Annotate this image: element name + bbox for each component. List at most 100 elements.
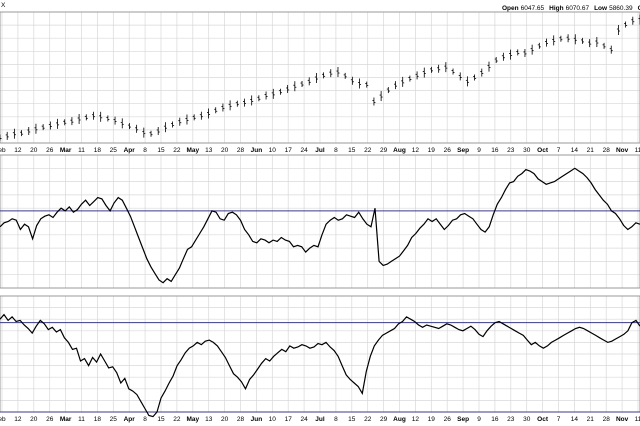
x-tick-label: 9 — [477, 147, 481, 154]
x-tick-label: 18 — [94, 416, 102, 423]
x-tick-label: 8 — [143, 416, 147, 423]
x-tick-label: 19 — [428, 416, 436, 423]
x-tick-label: Jun — [251, 147, 263, 154]
x-tick-label: 15 — [348, 147, 356, 154]
x-tick-label: Sep — [457, 416, 469, 423]
x-tick-label: 15 — [157, 147, 165, 154]
x-tick-label: 30 — [523, 416, 531, 423]
x-tick-label: 18 — [94, 147, 102, 154]
x-tick-label: 17 — [285, 416, 293, 423]
x-tick-label: Nov — [616, 147, 629, 154]
x-tick-label: 13 — [205, 416, 213, 423]
x-tick-label: 26 — [444, 416, 452, 423]
x-tick-label: Nov — [616, 416, 629, 423]
x-tick-label: 17 — [285, 147, 293, 154]
ohlc-value: 5860.39 — [609, 5, 633, 12]
x-tick-label: 26 — [46, 416, 54, 423]
x-tick-label: 20 — [30, 416, 38, 423]
x-tick-label: 20 — [221, 416, 229, 423]
x-tick-label: 28 — [237, 416, 245, 423]
x-tick-label: 8 — [143, 147, 147, 154]
x-tick-label: 22 — [173, 147, 181, 154]
x-tick-label: eb — [0, 416, 6, 423]
x-tick-label: 28 — [603, 416, 611, 423]
x-tick-label: 21 — [587, 147, 595, 154]
ohlc-label: Close — [638, 5, 640, 12]
x-tick-label: 13 — [205, 147, 213, 154]
x-tick-label: Mar — [60, 416, 72, 423]
x-tick-label: 15 — [348, 416, 356, 423]
x-tick-label: Apr — [124, 147, 136, 154]
x-tick-label: 15 — [157, 416, 165, 423]
x-tick-label: 25 — [110, 147, 118, 154]
panel-1-grid — [0, 154, 640, 289]
panel-0-grid — [0, 11, 640, 144]
x-tick-label: 28 — [603, 147, 611, 154]
x-tick-label: 26 — [46, 147, 54, 154]
indicator-2-line — [0, 313, 640, 418]
x-tick-label: 14 — [571, 147, 579, 154]
x-tick-label: 20 — [30, 147, 38, 154]
x-tick-label: 22 — [364, 147, 372, 154]
x-tick-label: 12 — [412, 416, 420, 423]
x-tick-label: 12 — [14, 147, 22, 154]
x-tick-label: Mar — [60, 147, 72, 154]
x-tick-label: May — [186, 147, 199, 154]
x-tick-label: 7 — [557, 416, 561, 423]
x-tick-label: Oct — [537, 147, 549, 154]
price-series — [0, 14, 640, 141]
x-tick-label: Apr — [124, 416, 136, 423]
panel-1-frame — [0, 154, 640, 289]
x-tick-label: Aug — [393, 416, 406, 423]
x-tick-label: 20 — [221, 147, 229, 154]
x-tick-label: Jun — [251, 416, 263, 423]
x-tick-label: 16 — [491, 416, 499, 423]
x-tick-label: May — [186, 416, 199, 423]
panel-0-frame — [0, 11, 640, 144]
x-tick-label: 12 — [412, 147, 420, 154]
x-tick-label: 25 — [110, 416, 118, 423]
x-tick-label: 10 — [269, 147, 277, 154]
x-tick-label: 14 — [571, 416, 579, 423]
x-tick-label: 29 — [380, 416, 388, 423]
ohlc-label: Low — [594, 5, 608, 12]
x-tick-label: 8 — [334, 147, 338, 154]
x-tick-label: 23 — [507, 147, 515, 154]
x-tick-label: Jul — [315, 416, 325, 423]
x-tick-label: 9 — [477, 416, 481, 423]
panel-2-grid — [0, 295, 640, 413]
x-tick-label: 30 — [523, 147, 531, 154]
x-tick-label: eb — [0, 147, 6, 154]
x-tick-label: 16 — [491, 147, 499, 154]
ohlc-value: 6047.65 — [521, 5, 545, 12]
x-tick-label: 11 — [635, 147, 640, 154]
x-tick-label: Aug — [393, 147, 406, 154]
x-tick-label: 10 — [269, 416, 277, 423]
x-tick-label: 23 — [507, 416, 515, 423]
x-tick-label: 24 — [300, 147, 308, 154]
x-tick-label: 22 — [173, 416, 181, 423]
x-tick-label: Jul — [315, 147, 325, 154]
x-tick-label: 8 — [334, 416, 338, 423]
x-tick-label: 7 — [557, 147, 561, 154]
ohlc-value: 6070.67 — [566, 5, 590, 12]
x-tick-label: 29 — [380, 147, 388, 154]
x-tick-label: 19 — [428, 147, 436, 154]
x-tick-label: 11 — [78, 416, 85, 423]
corner-mark: X — [1, 2, 6, 9]
x-tick-label: 24 — [300, 416, 308, 423]
x-tick-label: Oct — [537, 416, 549, 423]
x-tick-label: Sep — [457, 147, 469, 154]
x-tick-label: 28 — [237, 147, 245, 154]
x-tick-label: 22 — [364, 416, 372, 423]
x-tick-label: 12 — [14, 416, 22, 423]
x-tick-label: 11 — [78, 147, 85, 154]
x-tick-label: 21 — [587, 416, 595, 423]
chart-series — [0, 14, 640, 418]
chart-grid — [0, 11, 640, 413]
indicator-1-line — [0, 167, 640, 284]
x-tick-label: 11 — [635, 416, 640, 423]
